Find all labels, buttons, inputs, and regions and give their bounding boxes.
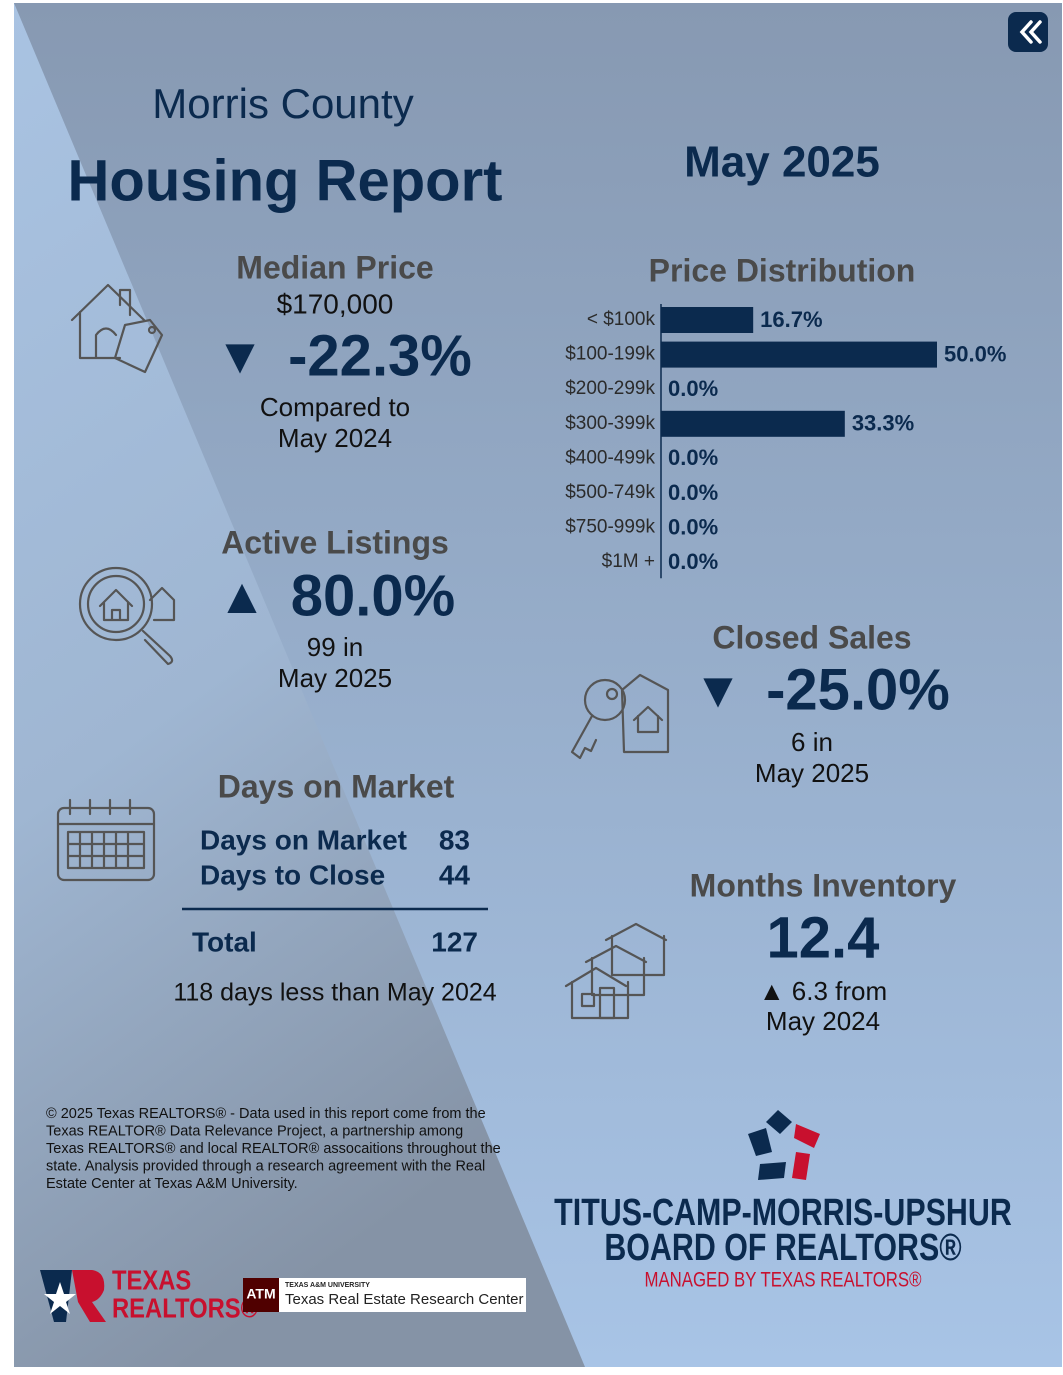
change-value: 80.0% xyxy=(291,563,455,628)
category-label: $1M + xyxy=(602,551,655,572)
inventory-value: 12.4 xyxy=(767,905,880,970)
tamu-logo: ATM TEXAS A&M UNIVERSITY Texas Real Esta… xyxy=(243,1278,526,1312)
value-label: 50.0% xyxy=(944,341,1006,366)
row-label: Days on Market xyxy=(200,824,407,855)
detail-text: ▲ 6.3 from xyxy=(759,976,887,1006)
section-title: Closed Sales xyxy=(712,619,911,655)
note: 118 days less than May 2024 xyxy=(173,979,496,1007)
value-label: 0.0% xyxy=(668,514,718,539)
value-label: 0.0% xyxy=(668,480,718,505)
board-logo: TITUS-CAMP-MORRIS-UPSHUR BOARD OF REALTO… xyxy=(554,1110,1012,1292)
county: Morris County xyxy=(152,80,413,127)
period: May 2025 xyxy=(684,138,880,187)
compare-text: May 2024 xyxy=(278,423,392,453)
category-label: $100-199k xyxy=(565,344,655,365)
detail-text: May 2025 xyxy=(755,758,869,788)
median-price: $170,000 xyxy=(277,288,394,319)
copyright-line: Texas REALTORS® and local REALTOR® assoc… xyxy=(46,1141,501,1157)
calendar-icon xyxy=(56,798,156,882)
category-label: $500-749k xyxy=(565,482,655,503)
logo-text: REALTORS® xyxy=(112,1292,258,1324)
value-label: 0.0% xyxy=(668,445,718,470)
board-name: TITUS-CAMP-MORRIS-UPSHUR xyxy=(554,1192,1012,1234)
copyright-line: Estate Center at Texas A&M University. xyxy=(46,1176,298,1192)
logo-text: Texas Real Estate Research Center xyxy=(285,1291,523,1308)
section-title: Days on Market xyxy=(218,768,455,804)
row-value: 44 xyxy=(439,859,471,890)
value-label: 0.0% xyxy=(668,376,718,401)
change-arrow: ▼ xyxy=(693,662,743,718)
change-value: -22.3% xyxy=(288,323,472,388)
detail-text: 6 in xyxy=(791,727,833,757)
logo-text: TEXAS xyxy=(112,1264,191,1296)
detail-text: 99 in xyxy=(307,632,363,662)
houses-icon xyxy=(564,922,668,1020)
total-label: Total xyxy=(192,926,257,957)
section-title: Active Listings xyxy=(221,524,449,560)
key-icon xyxy=(570,673,670,760)
change-value: -25.0% xyxy=(766,657,950,722)
value-label: 0.0% xyxy=(668,549,718,574)
price-distribution-chart: < $100k 16.7% $100-199k 50.0% $200-299k 0.0% $… xyxy=(565,304,1006,579)
compare-text: Compared to xyxy=(260,392,410,422)
copyright: © 2025 Texas REALTORS® - Data used in th… xyxy=(46,1106,501,1192)
category-label: $300-399k xyxy=(565,413,655,434)
copyright-line: state. Analysis provided through a resea… xyxy=(46,1159,485,1175)
value-label: 16.7% xyxy=(760,307,822,332)
bar xyxy=(661,410,845,437)
report-title: Housing Report xyxy=(68,148,503,213)
collapse-button[interactable] xyxy=(1008,12,1048,52)
total-value: 127 xyxy=(431,926,478,957)
change-arrow: ▲ xyxy=(217,568,267,624)
row-label: Days to Close xyxy=(200,859,385,890)
board-tagline: MANAGED BY TEXAS REALTORS® xyxy=(645,1269,922,1292)
logo-text: TEXAS A&M UNIVERSITY xyxy=(285,1282,370,1289)
house-price-icon xyxy=(70,283,164,374)
category-label: < $100k xyxy=(587,309,656,330)
board-name: BOARD OF REALTORS® xyxy=(604,1227,961,1269)
detail-text: May 2024 xyxy=(766,1006,880,1036)
bar xyxy=(661,307,754,333)
category-label: $750-999k xyxy=(565,517,655,538)
category-label: $200-299k xyxy=(565,378,655,399)
copyright-line: © 2025 Texas REALTORS® - Data used in th… xyxy=(46,1106,486,1122)
row-value: 83 xyxy=(439,824,470,855)
copyright-line: Texas REALTOR® Data Relevance Project, a… xyxy=(46,1123,463,1139)
change-arrow: ▼ xyxy=(215,328,265,384)
section-title: Price Distribution xyxy=(649,252,916,288)
svg-text:ATM: ATM xyxy=(246,1286,275,1302)
section-title: Median Price xyxy=(236,249,433,285)
texas-realtors-logo: TEXAS REALTORS® xyxy=(40,1264,258,1324)
detail-text: May 2025 xyxy=(278,663,392,693)
search-house-icon xyxy=(78,566,176,666)
bar xyxy=(661,341,937,368)
value-label: 33.3% xyxy=(852,411,914,436)
category-label: $400-499k xyxy=(565,447,655,468)
section-title: Months Inventory xyxy=(690,867,957,903)
